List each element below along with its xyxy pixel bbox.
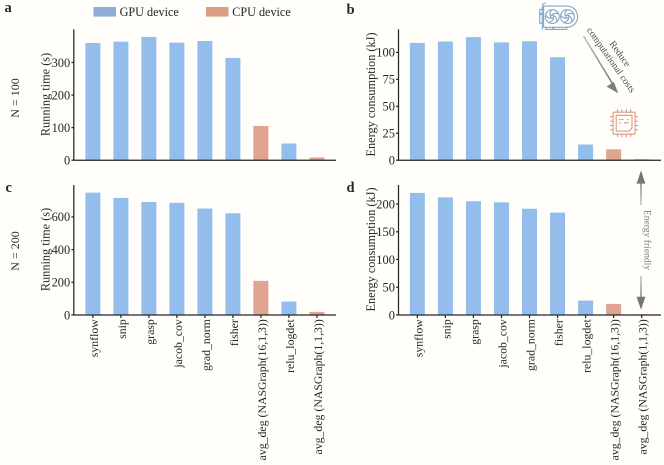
svg-text:Energy consumption (kJ): Energy consumption (kJ) (364, 32, 378, 156)
svg-text:avg_deg (NASGraph(16,1,3)): avg_deg (NASGraph(16,1,3)) (608, 319, 622, 460)
svg-text:N = 100: N = 100 (8, 78, 22, 117)
svg-text:300: 300 (52, 56, 71, 70)
svg-text:0: 0 (64, 308, 70, 322)
svg-text:100: 100 (376, 253, 395, 267)
svg-text:avg_deg (NASGraph(16,1,3)): avg_deg (NASGraph(16,1,3)) (255, 319, 269, 460)
svg-text:grasp: grasp (467, 319, 481, 345)
svg-text:150: 150 (376, 225, 395, 239)
svg-text:CPU device: CPU device (232, 5, 291, 19)
svg-text:snip: snip (439, 319, 453, 339)
svg-text:jacob_cov: jacob_cov (495, 319, 509, 369)
svg-text:Energy consumption (kJ): Energy consumption (kJ) (364, 187, 378, 311)
svg-text:400: 400 (52, 243, 71, 257)
svg-text:fisher: fisher (552, 319, 566, 346)
svg-text:a: a (5, 0, 13, 16)
svg-text:synflow: synflow (411, 319, 425, 357)
svg-text:Running time (s): Running time (s) (38, 208, 52, 291)
svg-text:relu_logdet: relu_logdet (283, 318, 297, 372)
svg-text:d: d (347, 180, 355, 196)
svg-text:200: 200 (376, 197, 395, 211)
svg-text:grad_norm: grad_norm (199, 319, 213, 371)
svg-text:avg_deg (NASGraph(1,1,3)): avg_deg (NASGraph(1,1,3)) (636, 319, 650, 454)
svg-text:snip: snip (115, 319, 129, 339)
svg-text:b: b (347, 2, 355, 18)
svg-text:jacob_cov: jacob_cov (171, 319, 185, 369)
svg-text:grad_norm: grad_norm (524, 319, 538, 371)
svg-text:N = 200: N = 200 (8, 231, 22, 270)
svg-text:50: 50 (383, 100, 395, 114)
svg-text:600: 600 (52, 210, 71, 224)
svg-text:Running time (s): Running time (s) (38, 53, 52, 136)
svg-text:200: 200 (52, 276, 71, 290)
svg-text:0: 0 (389, 308, 395, 322)
svg-text:grasp: grasp (143, 319, 157, 345)
svg-text:200: 200 (52, 88, 71, 102)
svg-text:synflow: synflow (87, 319, 101, 357)
svg-text:0: 0 (64, 154, 70, 168)
svg-text:fisher: fisher (227, 319, 241, 346)
svg-text:c: c (6, 180, 13, 196)
svg-text:100: 100 (52, 121, 71, 135)
svg-text:50: 50 (383, 281, 395, 295)
svg-text:avg_deg (NASGraph(1,1,3)): avg_deg (NASGraph(1,1,3)) (311, 319, 325, 454)
svg-text:GPU device: GPU device (120, 5, 179, 19)
svg-text:100: 100 (376, 46, 395, 60)
svg-text:75: 75 (383, 73, 395, 87)
svg-text:25: 25 (383, 127, 395, 141)
svg-text:relu_logdet: relu_logdet (580, 318, 594, 372)
svg-text:0: 0 (389, 154, 395, 168)
svg-text:Energy friendly: Energy friendly (641, 210, 652, 271)
